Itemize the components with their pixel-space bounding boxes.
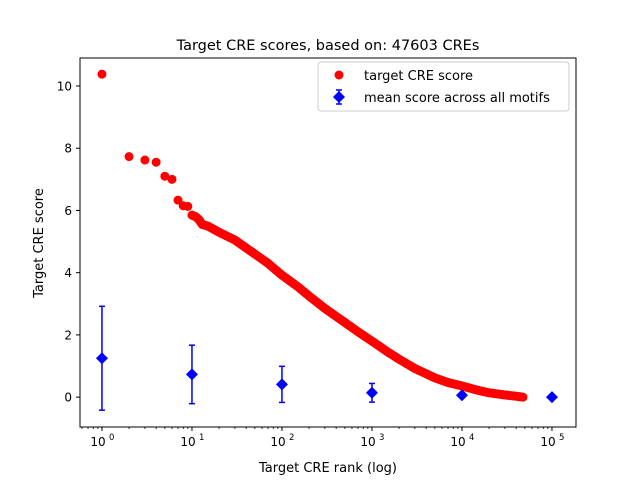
data-point-mean-score — [185, 368, 198, 381]
y-tick-label: 0 — [64, 391, 72, 405]
data-point-mean-score — [455, 389, 468, 402]
x-tick-label-exponent: 1 — [199, 433, 204, 443]
data-point-target-cre-score — [97, 69, 107, 79]
y-tick-label: 4 — [64, 266, 72, 280]
x-tick-label-exponent: 3 — [379, 433, 384, 443]
x-tick-label: 10 — [540, 435, 555, 449]
x-tick-label-exponent: 5 — [559, 433, 564, 443]
data-point-mean-score — [275, 378, 288, 391]
x-tick-label: 10 — [180, 435, 195, 449]
legend: target CRE score mean score across all m… — [317, 61, 570, 112]
legend-label-mean-score: mean score across all motifs — [364, 91, 550, 106]
data-point-target-cre-score — [151, 157, 161, 167]
legend-marker-mean-score — [333, 91, 345, 103]
data-point-target-cre-score — [160, 171, 170, 181]
data-point-target-cre-score — [167, 174, 177, 184]
y-tick-label: 10 — [57, 80, 72, 94]
data-point-target-cre-score — [140, 155, 150, 165]
data-point-mean-score — [545, 391, 558, 404]
y-axis-label: Target CRE score — [32, 188, 47, 299]
data-point-target-cre-score — [518, 392, 528, 402]
x-tick-label: 10 — [360, 435, 375, 449]
axis-ticks: 10 0 10 1 10 2 10 3 10 4 10 5 0 2 4 6 8 10 — [57, 80, 565, 449]
plot-area — [95, 69, 558, 411]
x-tick-label: 10 — [90, 435, 105, 449]
data-point-target-cre-score — [183, 201, 193, 211]
x-axis-label: Target CRE rank (log) — [258, 461, 397, 476]
y-tick-label: 2 — [64, 328, 72, 342]
chart-title: Target CRE scores, based on: 47603 CREs — [176, 38, 480, 54]
legend-marker-target-cre-score — [334, 70, 344, 80]
x-tick-label-exponent: 0 — [109, 433, 114, 443]
data-point-target-cre-score — [124, 152, 134, 162]
x-tick-label-exponent: 2 — [289, 433, 294, 443]
y-tick-label: 6 — [64, 204, 72, 218]
legend-label-target-cre-score: target CRE score — [364, 69, 473, 84]
legend-box — [317, 61, 570, 112]
x-tick-label-exponent: 4 — [469, 433, 474, 443]
y-tick-label: 8 — [64, 142, 72, 156]
x-tick-label: 10 — [270, 435, 285, 449]
data-point-mean-score — [365, 386, 378, 399]
x-tick-label: 10 — [450, 435, 465, 449]
axes-frame — [79, 57, 577, 428]
data-point-mean-score — [95, 352, 108, 365]
